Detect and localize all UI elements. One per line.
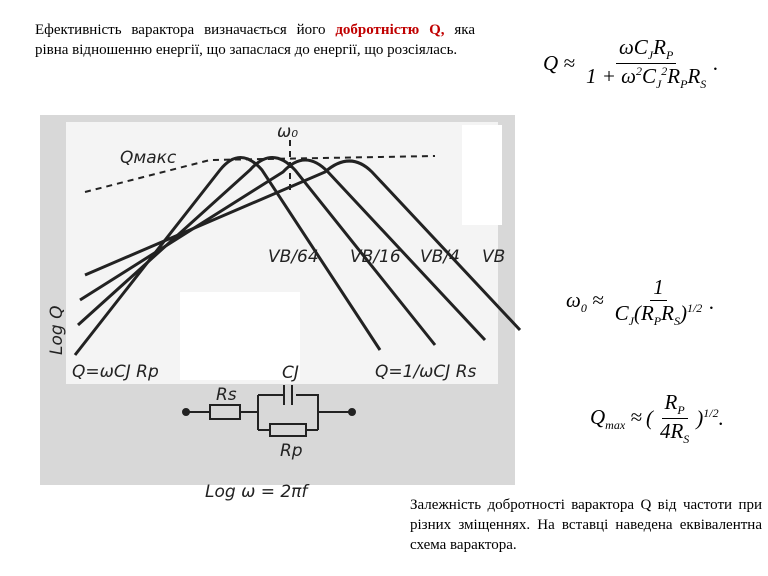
caption: Залежність добротності варактора Q від ч… — [410, 497, 762, 553]
subscript: J — [647, 48, 654, 63]
lhs: Q ≈ — [543, 51, 575, 76]
label: CJ — [282, 363, 299, 383]
label: Q=1/ωCJ Rs — [375, 362, 477, 382]
label: VB — [482, 247, 505, 267]
symbol: 1 — [653, 275, 664, 299]
label: Rp — [280, 441, 303, 461]
symbol: (R — [633, 301, 654, 325]
open: ( — [646, 406, 653, 431]
symbol: ≈ — [586, 288, 604, 312]
subscript: J — [655, 77, 662, 92]
denominator: 4RS — [657, 419, 692, 447]
text: Ефективність варактора визначається його — [35, 22, 326, 38]
scan-area — [462, 125, 502, 225]
fraction: ωCJRP 1 + ω2CJ2RPRS — [583, 35, 709, 92]
symbol: . — [709, 289, 715, 314]
subscript: S — [683, 432, 690, 447]
symbol: ≈ — [625, 404, 642, 429]
symbol: Q — [590, 404, 606, 429]
superscript: 2 — [661, 64, 668, 79]
subscript: J — [628, 314, 634, 329]
symbol: R — [653, 35, 666, 59]
subscript: S — [700, 77, 707, 92]
superscript: 1/2 — [703, 406, 719, 421]
subscript: S — [673, 314, 680, 329]
label: Log Q — [47, 306, 67, 355]
denominator: CJ(RPRS)1/2 — [612, 301, 706, 329]
subscript: P — [653, 314, 662, 329]
circuit — [182, 385, 356, 437]
white-box — [180, 292, 300, 380]
subscript: P — [677, 403, 685, 418]
subscript: P — [680, 77, 688, 92]
symbol: R — [661, 301, 674, 325]
numerator: 1 — [650, 275, 667, 301]
curves — [73, 156, 522, 356]
symbol: 4R — [659, 419, 684, 444]
denominator: 1 + ω2CJ2RPRS — [583, 64, 709, 92]
symbol: Q ≈ — [543, 51, 575, 76]
subscript: max — [605, 417, 626, 432]
close: . — [709, 290, 714, 315]
symbol: . — [713, 51, 719, 76]
label: VB/16 — [350, 247, 401, 267]
envelope — [84, 140, 436, 195]
symbol: 1 + ω — [585, 64, 636, 89]
symbol: ω — [566, 288, 581, 312]
text: яка рівна відношенню енергії, що запасла… — [35, 22, 476, 58]
formula: Q ≈ ωCJRP 1 + ω2CJ2RPRS. — [543, 35, 719, 92]
numerator: ωCJRP — [615, 35, 677, 65]
symbol: R — [667, 64, 681, 89]
symbol: C — [641, 64, 656, 89]
highlight: добротністю Q, — [335, 22, 445, 38]
symbol: C — [614, 301, 629, 325]
label: Qмакс — [120, 148, 177, 168]
symbol: ωC — [618, 35, 648, 59]
intro: Ефективність варактора визначається його… — [35, 20, 475, 60]
subscript: P — [665, 48, 674, 63]
close: )1/2. — [696, 406, 724, 431]
label: Log ω = 2πf — [205, 482, 310, 502]
fraction: RP 4RS — [657, 390, 692, 447]
symbol: R — [687, 64, 701, 89]
symbol: R — [664, 390, 678, 414]
numerator: RP — [661, 390, 688, 420]
symbol: ) — [696, 406, 704, 431]
lhs: ω0 ≈ — [566, 288, 604, 316]
subscript: 0 — [580, 301, 587, 316]
label: ω₀ — [277, 122, 298, 142]
label: VB/64 — [268, 247, 319, 267]
superscript: 2 — [635, 64, 642, 79]
superscript: 1/2 — [686, 301, 703, 315]
label: Rs — [216, 385, 237, 405]
symbol: ) — [679, 301, 687, 325]
symbol: ( — [645, 406, 653, 431]
fraction: 1 CJ(RPRS)1/2 — [612, 275, 706, 329]
label: VB/4 — [420, 247, 460, 267]
symbol: . — [718, 406, 724, 431]
formula: Qmax ≈(RP 4RS)1/2. — [590, 390, 724, 447]
label: Q=ωCJ Rp — [72, 362, 159, 382]
lhs: Qmax ≈ — [590, 405, 642, 433]
formula: ω0 ≈1 CJ(RPRS)1/2. — [566, 275, 715, 329]
close: . — [713, 51, 718, 76]
